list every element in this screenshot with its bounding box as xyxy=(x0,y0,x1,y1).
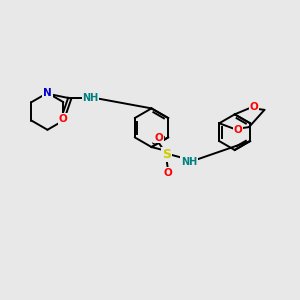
Text: S: S xyxy=(162,148,171,161)
Text: O: O xyxy=(164,168,172,178)
Text: O: O xyxy=(154,133,163,142)
Text: O: O xyxy=(58,114,67,124)
Text: N: N xyxy=(43,88,52,98)
Text: O: O xyxy=(249,102,258,112)
Text: NH: NH xyxy=(82,93,99,103)
Text: NH: NH xyxy=(181,157,197,167)
Text: O: O xyxy=(234,125,243,135)
